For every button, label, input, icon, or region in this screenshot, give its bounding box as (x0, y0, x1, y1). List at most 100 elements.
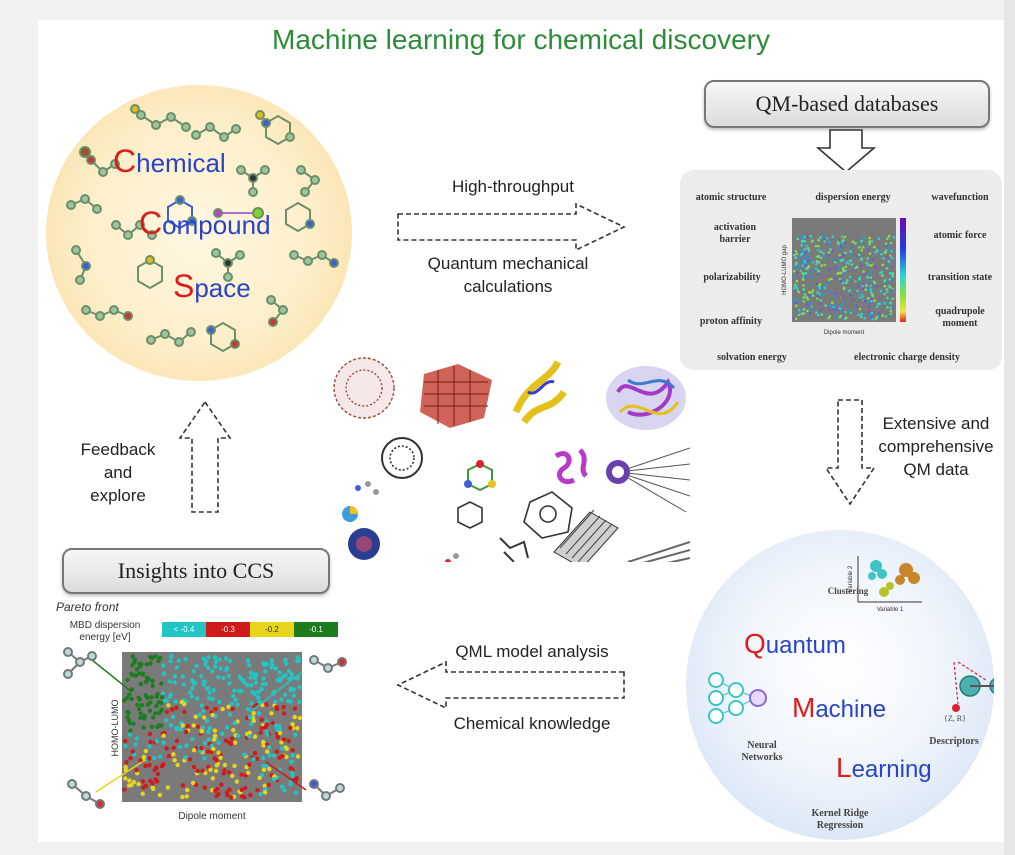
pareto-scatter-dot (281, 737, 287, 742)
db-scatter-dot (794, 301, 797, 305)
pareto-scatter-dot (282, 711, 287, 716)
db-scatter-dot (827, 254, 830, 257)
pareto-scatter-dot (230, 706, 235, 712)
pareto-scatter-dot (246, 770, 251, 775)
pareto-scatter-dot (192, 680, 198, 685)
pareto-scatter-dot (220, 706, 225, 712)
db-scatter-dot (819, 308, 822, 312)
pareto-scatter-dot (267, 766, 272, 772)
db-scatter-dot (843, 301, 846, 305)
figure-canvas: Machine learning for chemical discovery (38, 20, 1004, 842)
pareto-scatter-dot (201, 715, 207, 720)
db-scatter-dot (821, 286, 825, 290)
pareto-scatter-dot (131, 721, 136, 726)
pareto-scatter-dot (122, 787, 127, 792)
pareto-scatter-dot (210, 696, 215, 702)
db-scatter-dot (888, 277, 892, 281)
pareto-scatter-dot (292, 714, 297, 720)
pareto-scatter-dot (131, 779, 137, 785)
db-scatter-dot (884, 315, 888, 318)
pareto-scatter-dot (173, 699, 178, 704)
pareto-scatter-dot (168, 654, 174, 660)
pareto-scatter-dot (182, 709, 187, 715)
db-scatter-dot (869, 264, 872, 267)
clustering-var2: Variable 2 (848, 565, 854, 592)
db-scatter-dot (808, 312, 812, 315)
db-scatter-dot (849, 250, 852, 253)
label-extensive: Extensive and (882, 414, 990, 433)
pareto-scatter-dot (152, 755, 157, 761)
db-scatter-dot (815, 311, 818, 314)
db-scatter-dot (806, 259, 810, 263)
pareto-scatter-dot (150, 678, 155, 684)
db-scatter-dot (855, 265, 859, 269)
pareto-scatter-dot (252, 734, 258, 739)
db-scatter-dot (801, 248, 804, 251)
db-scatter-dot (839, 314, 843, 317)
db-scatter-dot (823, 263, 826, 267)
pareto-scatter-dot (161, 671, 167, 676)
pareto-scatter-dot (275, 735, 280, 740)
pareto-scatter-dot (247, 734, 252, 739)
db-scatter-dot (890, 273, 894, 277)
pareto-scatter-dot (257, 775, 262, 781)
db-scatter-dot (820, 313, 824, 316)
db-scatter-dot (819, 250, 823, 254)
db-scatter-dot (841, 267, 845, 270)
db-scatter-dot (851, 299, 855, 302)
db-scatter-dot (869, 288, 873, 291)
db-scatter-dot (794, 317, 798, 321)
db-scatter-dot (849, 294, 852, 297)
db-scatter-dot (808, 290, 811, 294)
pareto-scatter-dot (277, 670, 282, 675)
pareto-scatter-dot (280, 753, 285, 759)
db-scatter-dot (835, 314, 838, 318)
db-scatter-dot (875, 284, 879, 288)
db-scatter-dot (855, 254, 859, 258)
clustering-label: Clustering (827, 586, 869, 596)
pareto-scatter-dot (213, 664, 218, 669)
label-calculations: calculations (463, 277, 553, 296)
db-scatter-dot (843, 286, 846, 290)
pareto-scatter-dot (290, 748, 295, 753)
db-scatter-dot (839, 271, 843, 275)
db-scatter-dot (792, 275, 796, 279)
legend-green: -0.1 (294, 622, 338, 637)
pareto-scatter-dot (148, 654, 153, 659)
db-scatter-dot (801, 272, 805, 275)
db-scatter-dot (828, 268, 831, 272)
pareto-scatter-dot (132, 660, 137, 665)
pareto-scatter-dot (283, 657, 288, 663)
pareto-scatter-dot (236, 733, 241, 738)
db-scatter-dot (821, 234, 824, 238)
pareto-scatter-dot (277, 676, 283, 681)
db-scatter-dot (820, 264, 823, 267)
db-scatter-dot (873, 245, 876, 249)
pareto-scatter-dot (224, 665, 230, 671)
pareto-scatter-dot (261, 767, 267, 772)
label-and: and (103, 463, 133, 482)
db-scatter-dot (818, 292, 822, 296)
pareto-scatter-dot (225, 792, 230, 798)
db-scatter-dot (838, 307, 842, 310)
db-scatter-dot (799, 253, 803, 256)
pareto-scatter-dot (266, 745, 272, 750)
pareto-scatter-dot (142, 716, 147, 721)
db-scatter-dot (856, 289, 859, 293)
pareto-xlabel: Dipole moment (178, 811, 245, 822)
pareto-scatter-dot (286, 668, 292, 674)
db-scatter-dot (870, 239, 874, 243)
pareto-scatter-dot (292, 706, 298, 711)
db-scatter-dot (803, 240, 806, 243)
pareto-scatter-dot (174, 738, 180, 744)
pareto-scatter-dot (233, 697, 238, 703)
pareto-scatter-dot (129, 696, 134, 702)
pareto-scatter-dot (214, 758, 219, 763)
db-scatter-dot (817, 273, 821, 276)
db-scatter-dot (867, 249, 870, 252)
db-scatter-dot (802, 288, 805, 291)
pareto-scatter-dot (141, 725, 146, 730)
pareto-scatter-dot (191, 748, 197, 753)
chemical-compound-space-circle: Chemical Compound Space (46, 85, 352, 381)
pareto-scatter-dot (279, 740, 284, 745)
